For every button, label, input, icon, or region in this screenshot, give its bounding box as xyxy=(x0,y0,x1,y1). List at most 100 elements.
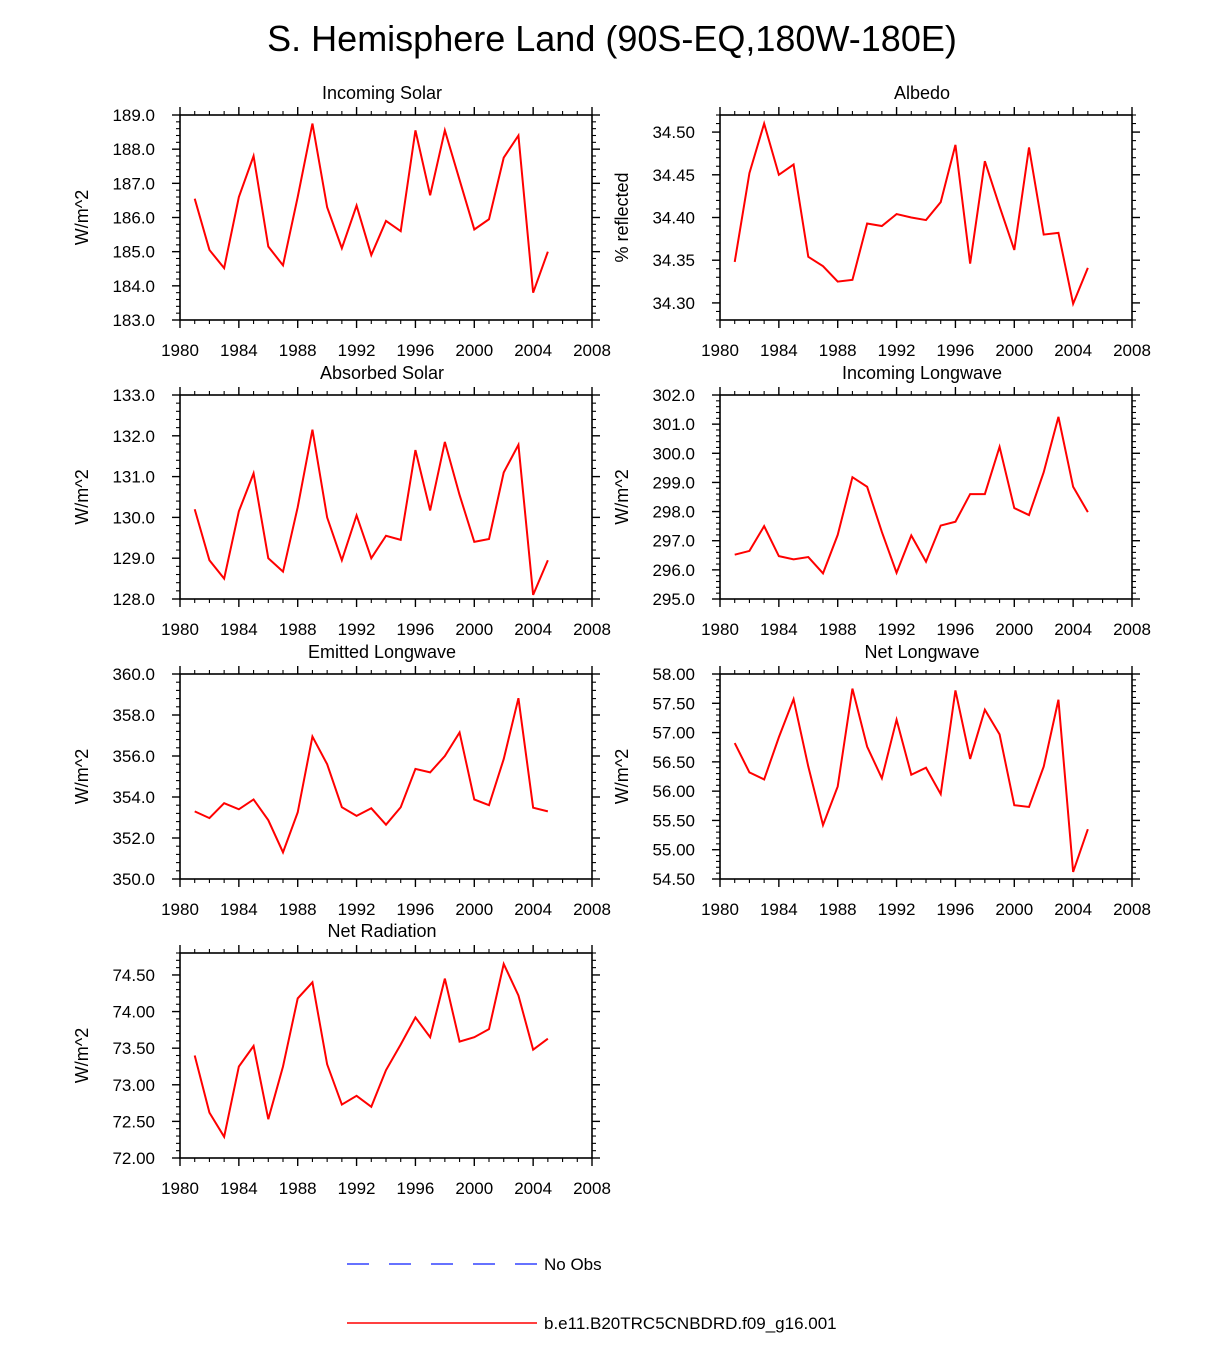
y-tick-label: 34.35 xyxy=(652,251,695,270)
plot-frame xyxy=(179,673,593,880)
y-axis-label: W/m^2 xyxy=(72,749,92,804)
x-tick-label: 1984 xyxy=(760,341,798,360)
series-line xyxy=(733,688,1089,873)
y-tick-label: 188.0 xyxy=(112,140,155,159)
x-tick-label: 2008 xyxy=(573,1179,611,1198)
y-tick-label: 133.0 xyxy=(112,386,155,405)
panel-5: 1980 1984 1988 1992 1996 2000 2004 2008 350.0 352… xyxy=(72,642,611,919)
series-line xyxy=(193,123,549,294)
y-tick-label: 354.0 xyxy=(112,788,155,807)
y-tick-label: 298.0 xyxy=(652,503,695,522)
y-tick-label: 184.0 xyxy=(112,277,155,296)
x-tick-label: 1988 xyxy=(279,1179,317,1198)
panel-title: Albedo xyxy=(894,83,950,103)
x-tick-label: 2000 xyxy=(455,341,493,360)
x-tick-label: 2000 xyxy=(995,620,1033,639)
x-tick-label: 1984 xyxy=(220,341,258,360)
panel-6: 1980 1984 1988 1992 1996 2000 2004 2008 54.50 55.… xyxy=(612,642,1151,919)
x-tick-label: 1996 xyxy=(397,341,435,360)
x-tick-label: 1996 xyxy=(397,1179,435,1198)
y-tick-label: 295.0 xyxy=(652,590,695,609)
x-tick-label: 1992 xyxy=(338,341,376,360)
panel-1: 1980 1984 1988 1992 1996 2000 2004 2008 183.0 184… xyxy=(72,83,611,360)
x-tick-label: 2004 xyxy=(1054,900,1092,919)
y-tick-label: 55.00 xyxy=(652,841,695,860)
x-tick-label: 1992 xyxy=(878,341,916,360)
x-tick-label: 1992 xyxy=(878,900,916,919)
series-line xyxy=(733,119,1089,308)
x-tick-label: 2004 xyxy=(514,1179,552,1198)
panel-3: 1980 1984 1988 1992 1996 2000 2004 2008 128.0 129… xyxy=(72,363,611,639)
panel-title: Net Radiation xyxy=(327,921,436,941)
x-tick-label: 2004 xyxy=(514,341,552,360)
y-tick-label: 352.0 xyxy=(112,829,155,848)
x-tick-label: 1988 xyxy=(279,341,317,360)
y-tick-label: 74.50 xyxy=(112,966,155,985)
panel-4: 1980 1984 1988 1992 1996 2000 2004 2008 295.0 296… xyxy=(612,363,1151,639)
y-tick-label: 297.0 xyxy=(652,532,695,551)
legend-item-2: b.e11.B20TRC5CNBDRD.f09_g16.001 xyxy=(347,1314,837,1333)
y-tick-label: 57.00 xyxy=(652,724,695,743)
x-tick-label: 1996 xyxy=(397,620,435,639)
panel-title: Net Longwave xyxy=(864,642,979,662)
y-tick-label: 350.0 xyxy=(112,870,155,889)
y-tick-label: 183.0 xyxy=(112,311,155,330)
panels: 1980 1984 1988 1992 1996 2000 2004 2008 183.0 184… xyxy=(72,83,1151,1198)
panel-title: Emitted Longwave xyxy=(308,642,456,662)
y-tick-label: 57.50 xyxy=(652,694,695,713)
y-tick-label: 74.00 xyxy=(112,1003,155,1022)
panel-7: 1980 1984 1988 1992 1996 2000 2004 2008 72.00 72.… xyxy=(72,921,611,1198)
x-tick-label: 2000 xyxy=(455,1179,493,1198)
series-line xyxy=(734,416,1089,576)
y-tick-label: 296.0 xyxy=(652,561,695,580)
x-tick-label: 1992 xyxy=(338,1179,376,1198)
y-tick-label: 54.50 xyxy=(652,870,695,889)
x-tick-label: 2004 xyxy=(1054,620,1092,639)
y-axis-label: % reflected xyxy=(612,172,632,262)
y-tick-label: 360.0 xyxy=(112,665,155,684)
y-tick-label: 73.00 xyxy=(112,1076,155,1095)
y-tick-label: 185.0 xyxy=(112,243,155,262)
plot-frame xyxy=(179,952,593,1159)
x-tick-label: 2000 xyxy=(455,620,493,639)
x-tick-label: 1984 xyxy=(760,900,798,919)
x-tick-label: 1992 xyxy=(878,620,916,639)
series-line xyxy=(193,960,549,1140)
y-tick-label: 128.0 xyxy=(112,590,155,609)
y-tick-label: 73.50 xyxy=(112,1039,155,1058)
series-line xyxy=(194,697,549,855)
legend-item-1: No Obs xyxy=(347,1255,602,1274)
x-tick-label: 1988 xyxy=(279,620,317,639)
x-tick-label: 1988 xyxy=(819,620,857,639)
y-axis-label: W/m^2 xyxy=(612,469,632,524)
y-tick-label: 130.0 xyxy=(112,508,155,527)
x-tick-label: 2008 xyxy=(1113,620,1151,639)
panel-title: Incoming Solar xyxy=(322,83,442,103)
x-tick-label: 2000 xyxy=(455,900,493,919)
x-tick-label: 1980 xyxy=(161,1179,199,1198)
x-tick-label: 1984 xyxy=(220,1179,258,1198)
plot-frame xyxy=(179,114,593,321)
y-axis-label: W/m^2 xyxy=(612,749,632,804)
x-tick-label: 1988 xyxy=(819,900,857,919)
x-tick-label: 2008 xyxy=(573,341,611,360)
x-tick-label: 1996 xyxy=(937,620,975,639)
panel-title: Absorbed Solar xyxy=(320,363,444,383)
y-tick-label: 56.50 xyxy=(652,753,695,772)
y-axis-label: W/m^2 xyxy=(72,190,92,245)
x-tick-label: 2008 xyxy=(573,900,611,919)
y-tick-label: 34.50 xyxy=(652,123,695,142)
x-tick-label: 1996 xyxy=(937,900,975,919)
x-tick-label: 2008 xyxy=(1113,341,1151,360)
x-tick-label: 1980 xyxy=(161,620,199,639)
y-tick-label: 299.0 xyxy=(652,473,695,492)
x-tick-label: 1980 xyxy=(701,341,739,360)
x-tick-label: 1996 xyxy=(397,900,435,919)
x-tick-label: 1992 xyxy=(338,620,376,639)
x-tick-label: 1980 xyxy=(161,900,199,919)
x-tick-label: 2004 xyxy=(514,620,552,639)
y-tick-label: 34.45 xyxy=(652,166,695,185)
y-tick-label: 189.0 xyxy=(112,106,155,125)
y-tick-label: 302.0 xyxy=(652,386,695,405)
y-tick-label: 132.0 xyxy=(112,427,155,446)
